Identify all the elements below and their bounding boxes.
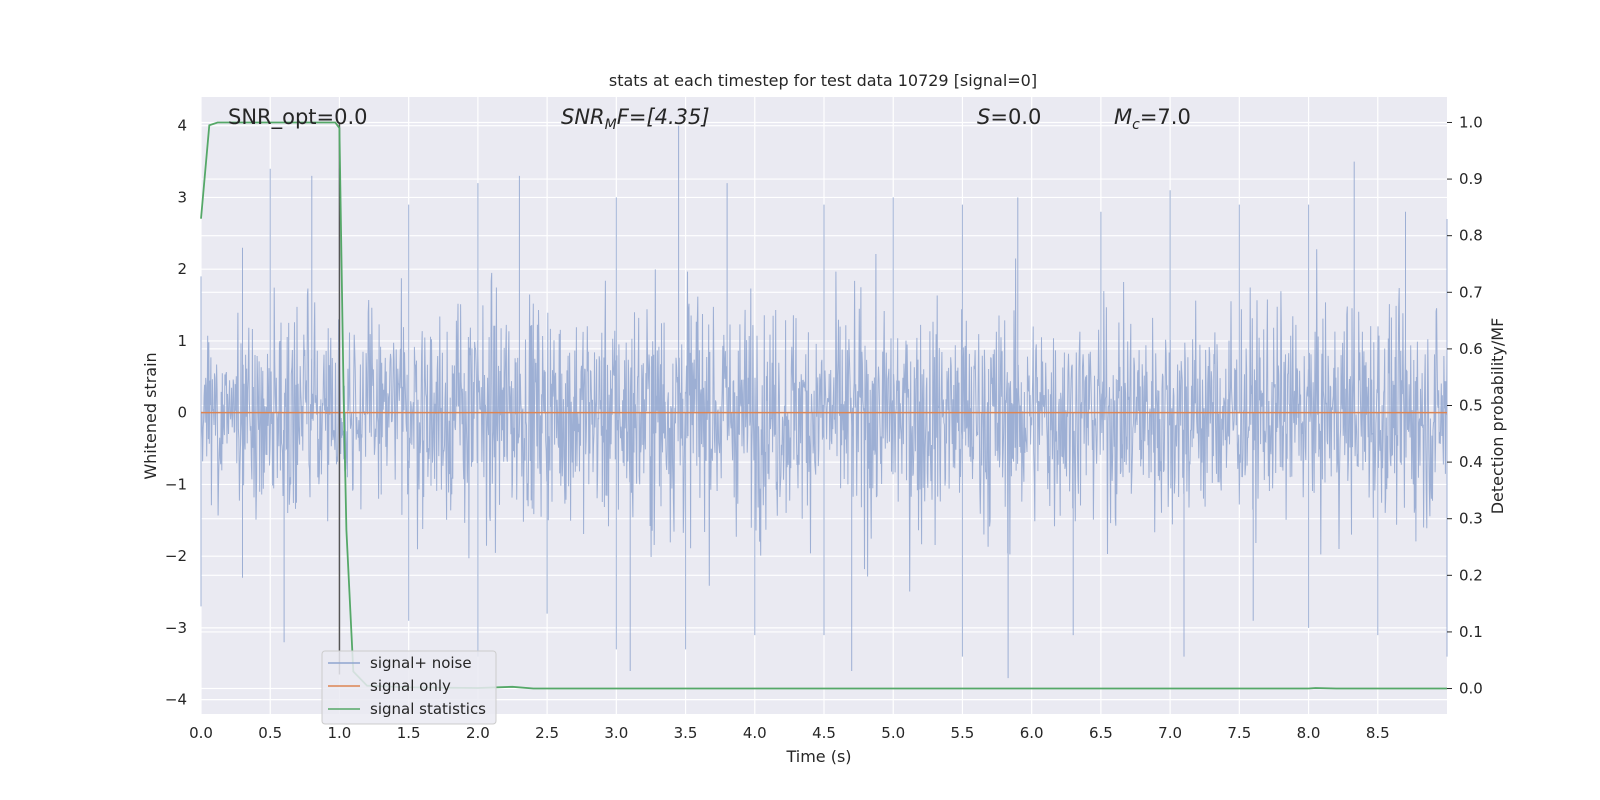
y-tick-label: 1	[177, 332, 187, 350]
annotation-mc-base: M	[1114, 105, 1132, 129]
y-tick-label: 3	[177, 188, 187, 206]
y-right-tick-label: 0.0	[1459, 680, 1483, 698]
legend: signal+ noise signal only signal statist…	[321, 650, 497, 725]
annotation-snr-mf-base: SNR	[561, 105, 605, 129]
y-right-tick-label: 0.4	[1459, 453, 1483, 471]
annotation-mc: Mc=7.0	[1114, 105, 1191, 133]
x-tick-label: 0.5	[258, 724, 282, 742]
x-tick-label: 7.5	[1227, 724, 1251, 742]
legend-label-signal-only: signal only	[370, 677, 451, 695]
y-tick-label: −2	[165, 547, 187, 565]
y-tick-label: −1	[165, 475, 187, 493]
annotation-snr-opt: SNR_opt=0.0	[228, 105, 368, 130]
x-tick-label: 8.5	[1366, 724, 1390, 742]
x-tick-label: 0.0	[189, 724, 213, 742]
y-right-tick-label: 0.5	[1459, 397, 1483, 415]
y-axis-label: Whitened strain	[141, 352, 160, 479]
x-axis-label: Time (s)	[785, 747, 851, 766]
y-tick-label: −4	[165, 691, 187, 709]
legend-label-signal-statistics: signal statistics	[370, 700, 486, 718]
x-tick-label: 7.0	[1158, 724, 1182, 742]
y-right-tick-label: 0.6	[1459, 340, 1483, 358]
annotation-snr-mf-rest: F=[4.35]	[617, 105, 710, 129]
x-tick-label: 3.0	[604, 724, 628, 742]
y-right-tick-label: 0.3	[1459, 510, 1483, 528]
series-signal-plus-noise	[200, 125, 1448, 679]
x-tick-label: 1.0	[328, 724, 352, 742]
y-right-tick-label: 0.1	[1459, 623, 1483, 641]
annotation-mc-sub: c	[1132, 117, 1140, 133]
x-tick-label: 4.0	[743, 724, 767, 742]
chart-title: stats at each timestep for test data 107…	[609, 71, 1037, 90]
x-tick-label: 4.5	[812, 724, 836, 742]
x-tick-label: 6.5	[1089, 724, 1113, 742]
y-tick-label: 4	[177, 117, 187, 135]
x-tick-label: 1.5	[397, 724, 421, 742]
legend-box	[321, 650, 497, 725]
y-right-tick-label: 0.8	[1459, 227, 1483, 245]
y-right-tick-label: 0.9	[1459, 170, 1483, 188]
x-tick-label: 2.0	[466, 724, 490, 742]
annotation-snr-mf-sub: M	[605, 117, 617, 133]
x-tick-label: 8.0	[1297, 724, 1321, 742]
legend-label-signal-plus-noise: signal+ noise	[370, 654, 472, 672]
y-axis-right-label: Detection probability/MF	[1488, 318, 1507, 515]
x-tick-label: 5.5	[951, 724, 975, 742]
x-tick-label: 6.0	[1020, 724, 1044, 742]
y-tick-label: 0	[177, 404, 187, 422]
annotation-s-italic: S	[977, 105, 990, 129]
axis-ticks: 0.0 0.5 1.0 1.5 2.0 2.5 3.0 3.5 4.0 4.5 5.0 5.5 6.0 6…	[165, 113, 1483, 742]
x-tick-label: 2.5	[535, 724, 559, 742]
annotation-mc-value: =7.0	[1140, 105, 1191, 129]
y-right-tick-label: 0.2	[1459, 566, 1483, 584]
annotation-s: S=0.0	[977, 105, 1041, 129]
annotation-s-value: =0.0	[990, 105, 1041, 129]
signal-plus-noise-line	[200, 125, 1448, 679]
x-tick-label: 5.0	[881, 724, 905, 742]
y-right-tick-label: 1.0	[1459, 113, 1483, 131]
annotation-snr-mf: SNRMF=[4.35]	[561, 105, 710, 133]
y-right-tick-label: 0.7	[1459, 283, 1483, 301]
annotations: SNR_opt=0.0 SNRMF=[4.35] S=0.0 Mc=7.0	[228, 105, 1191, 133]
y-tick-label: −3	[165, 619, 187, 637]
y-tick-label: 2	[177, 260, 187, 278]
x-tick-label: 3.5	[674, 724, 698, 742]
